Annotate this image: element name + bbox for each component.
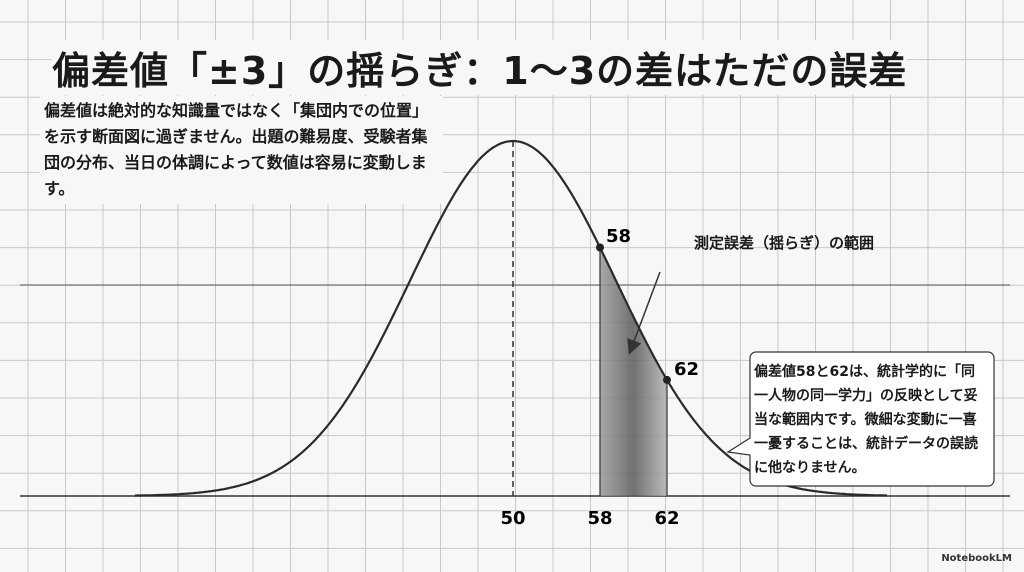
description: 偏差値は絶対的な知識量ではなく「集団内での位置」を示す断面図に過ぎません。出題の… [40, 96, 443, 204]
annotation: 測定誤差（揺らぎ）の範囲 [694, 234, 875, 252]
point-label: 58 [606, 226, 631, 247]
point [663, 375, 671, 384]
error-range [600, 247, 667, 496]
axis-label: 62 [654, 508, 679, 529]
title: 偏差値「±3」の揺らぎ：1〜3の差はただの誤差 [52, 40, 908, 95]
axis-label: 58 [587, 508, 612, 529]
arrow [627, 271, 661, 355]
point-label: 62 [674, 359, 699, 380]
axis-label: 50 [500, 508, 525, 529]
callout-box [726, 351, 995, 487]
point [596, 243, 604, 252]
callout-text: 偏差値58と62は、統計学的に「同一人物の同一学力」の反映として妥当な範囲内です… [754, 364, 978, 476]
footer: NotebookLM [941, 553, 1012, 564]
